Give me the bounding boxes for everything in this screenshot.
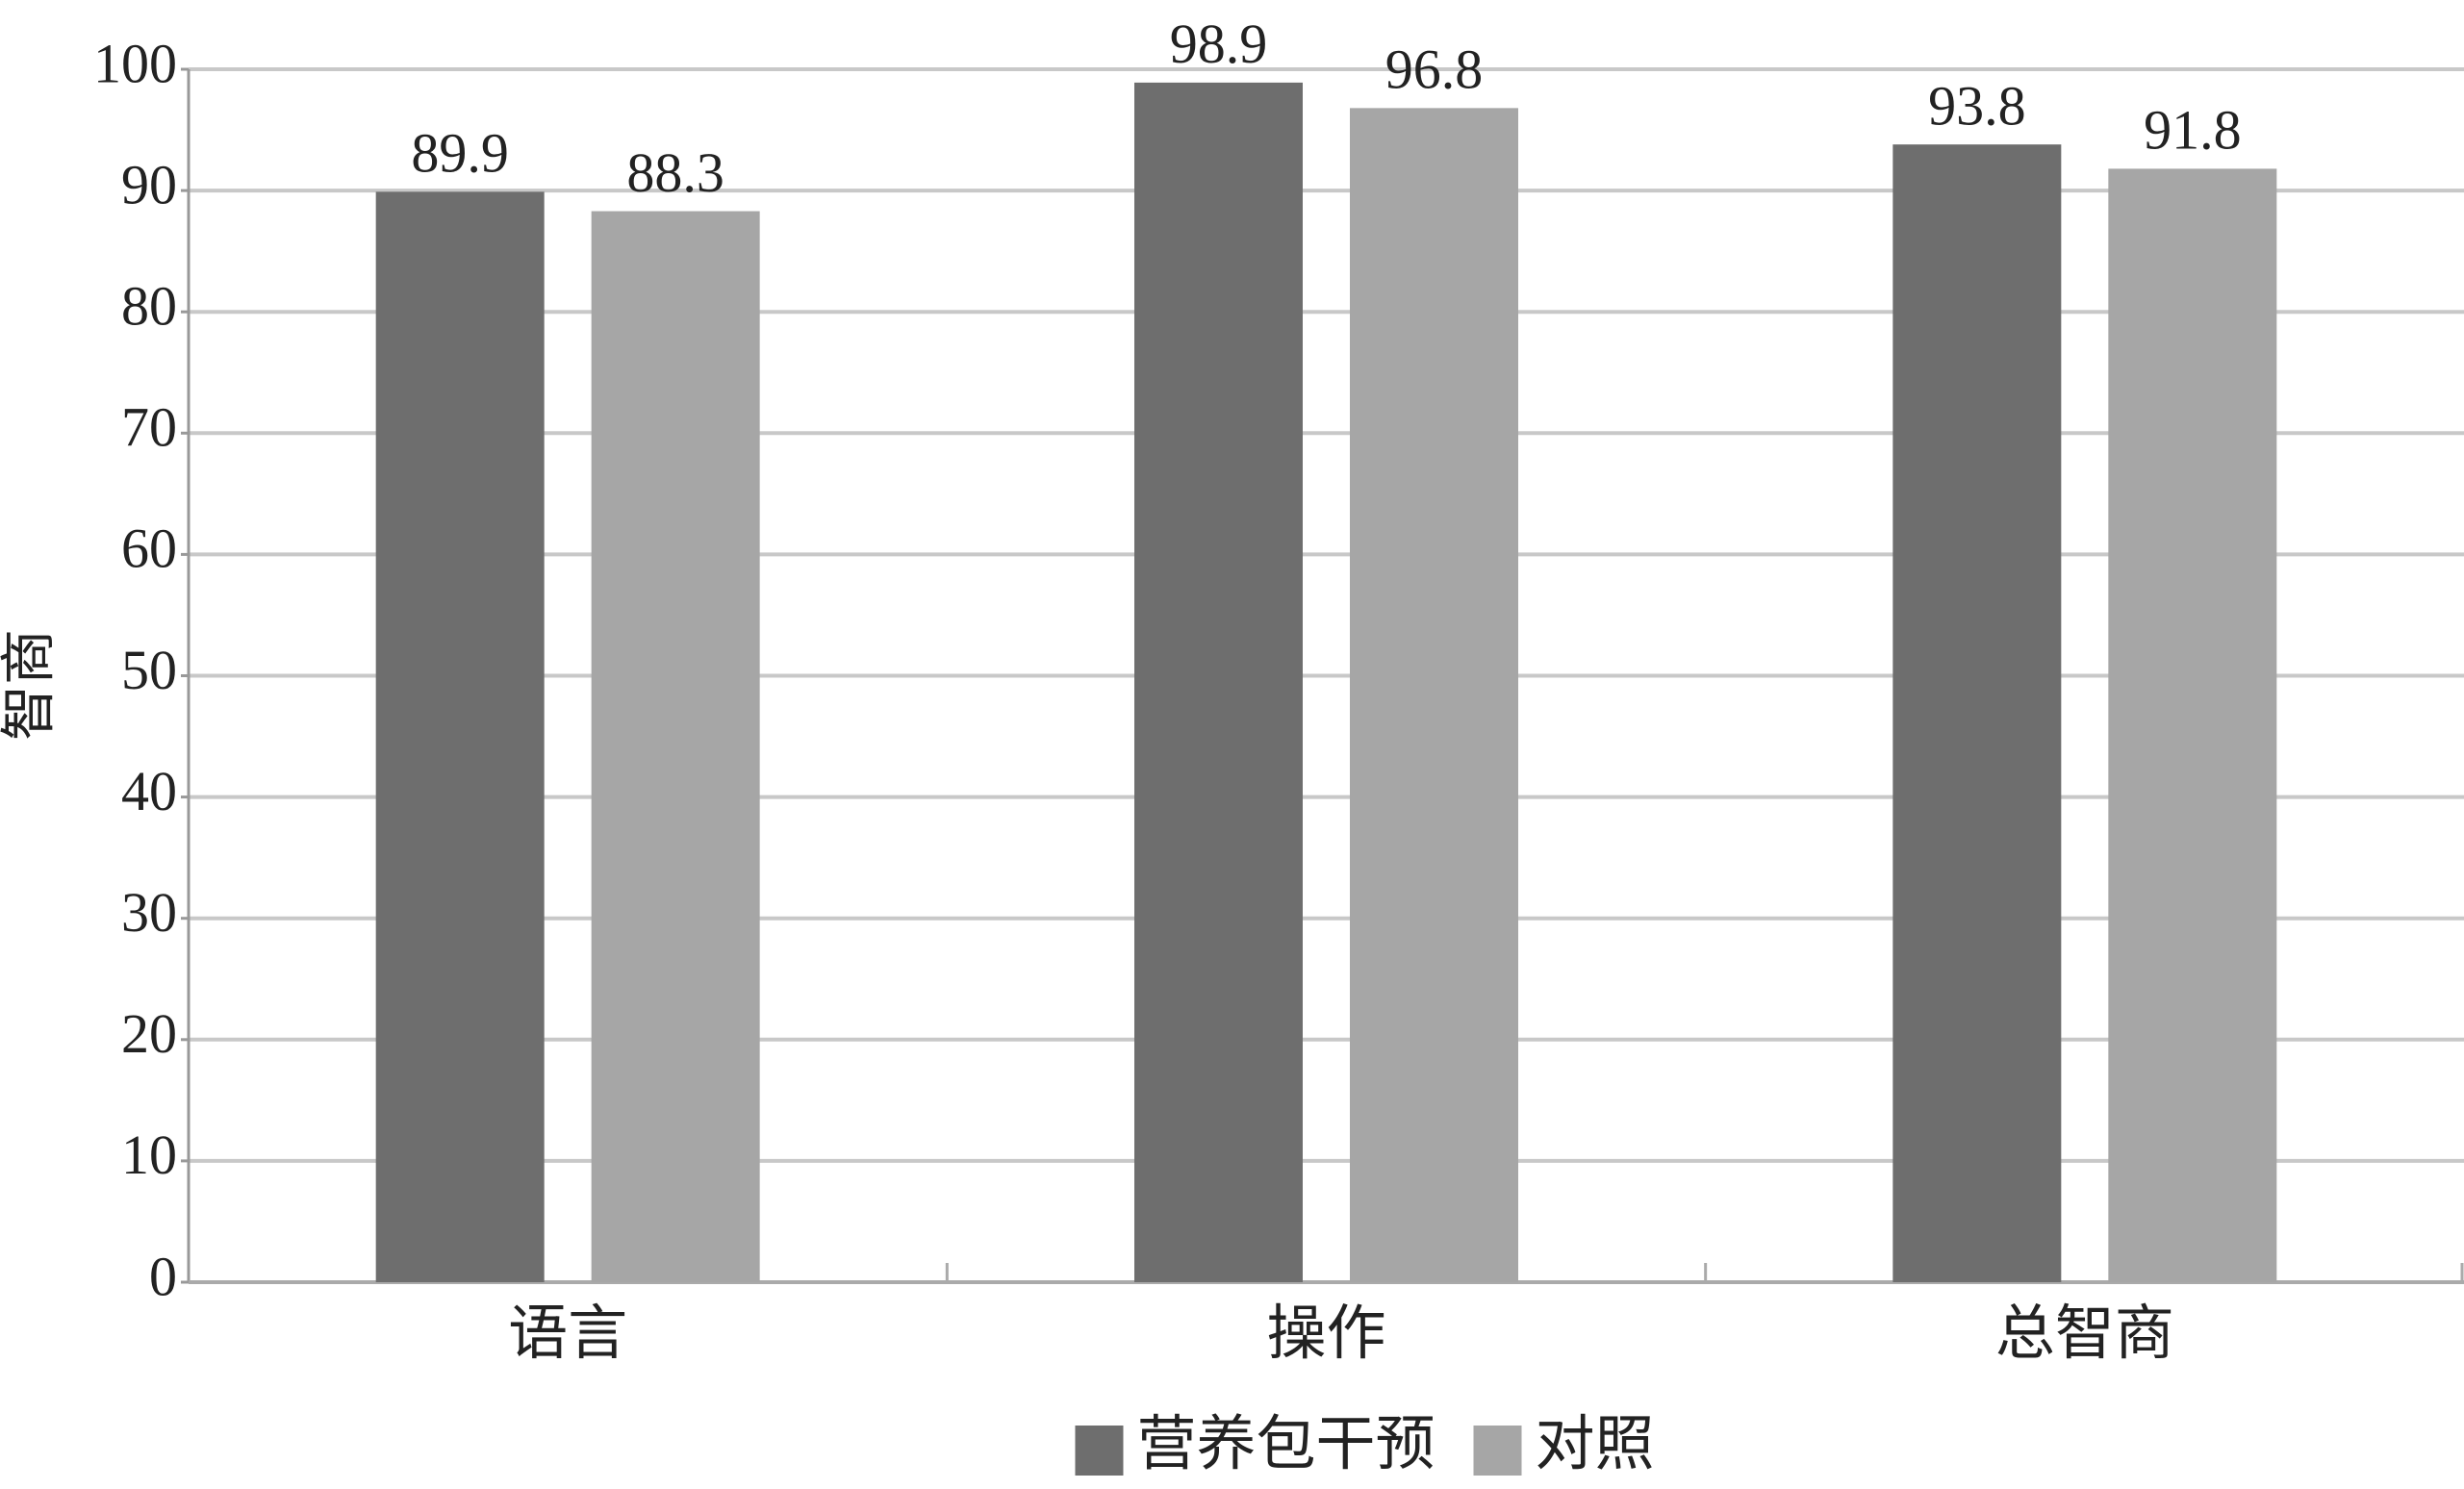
value-label: 88.3 xyxy=(626,141,724,204)
legend-swatch xyxy=(1075,1426,1124,1476)
y-tick-label: 100 xyxy=(93,32,177,94)
y-tick-label: 50 xyxy=(121,639,177,701)
bar xyxy=(1134,82,1303,1283)
value-label: 91.8 xyxy=(2144,99,2242,162)
legend-swatch xyxy=(1473,1426,1522,1476)
y-tick-label: 80 xyxy=(121,275,177,338)
value-label: 89.9 xyxy=(411,122,509,185)
x-tick-label: 总智商 xyxy=(1995,1301,2174,1367)
value-label: 98.9 xyxy=(1170,13,1268,75)
bar xyxy=(2108,168,2277,1283)
y-axis-title: 智商 xyxy=(0,629,60,741)
bar xyxy=(1350,108,1518,1282)
y-tick-label: 0 xyxy=(149,1245,177,1307)
y-tick-label: 10 xyxy=(121,1123,177,1186)
value-label: 93.8 xyxy=(1928,74,2026,137)
y-tick-label: 90 xyxy=(121,153,177,215)
bar xyxy=(1892,144,2062,1282)
bar xyxy=(375,191,545,1283)
y-tick-label: 30 xyxy=(121,881,177,944)
x-tick-label: 操作 xyxy=(1266,1301,1385,1367)
y-tick-label: 60 xyxy=(121,517,177,580)
y-tick-label: 20 xyxy=(121,1002,177,1065)
legend-label: 营养包干预 xyxy=(1136,1412,1435,1477)
value-label: 96.8 xyxy=(1385,38,1484,101)
x-tick-label: 语言 xyxy=(508,1301,627,1367)
y-tick-label: 70 xyxy=(121,396,177,459)
bar xyxy=(591,211,760,1283)
y-tick-label: 40 xyxy=(121,760,177,822)
legend-label: 对照 xyxy=(1536,1412,1655,1477)
